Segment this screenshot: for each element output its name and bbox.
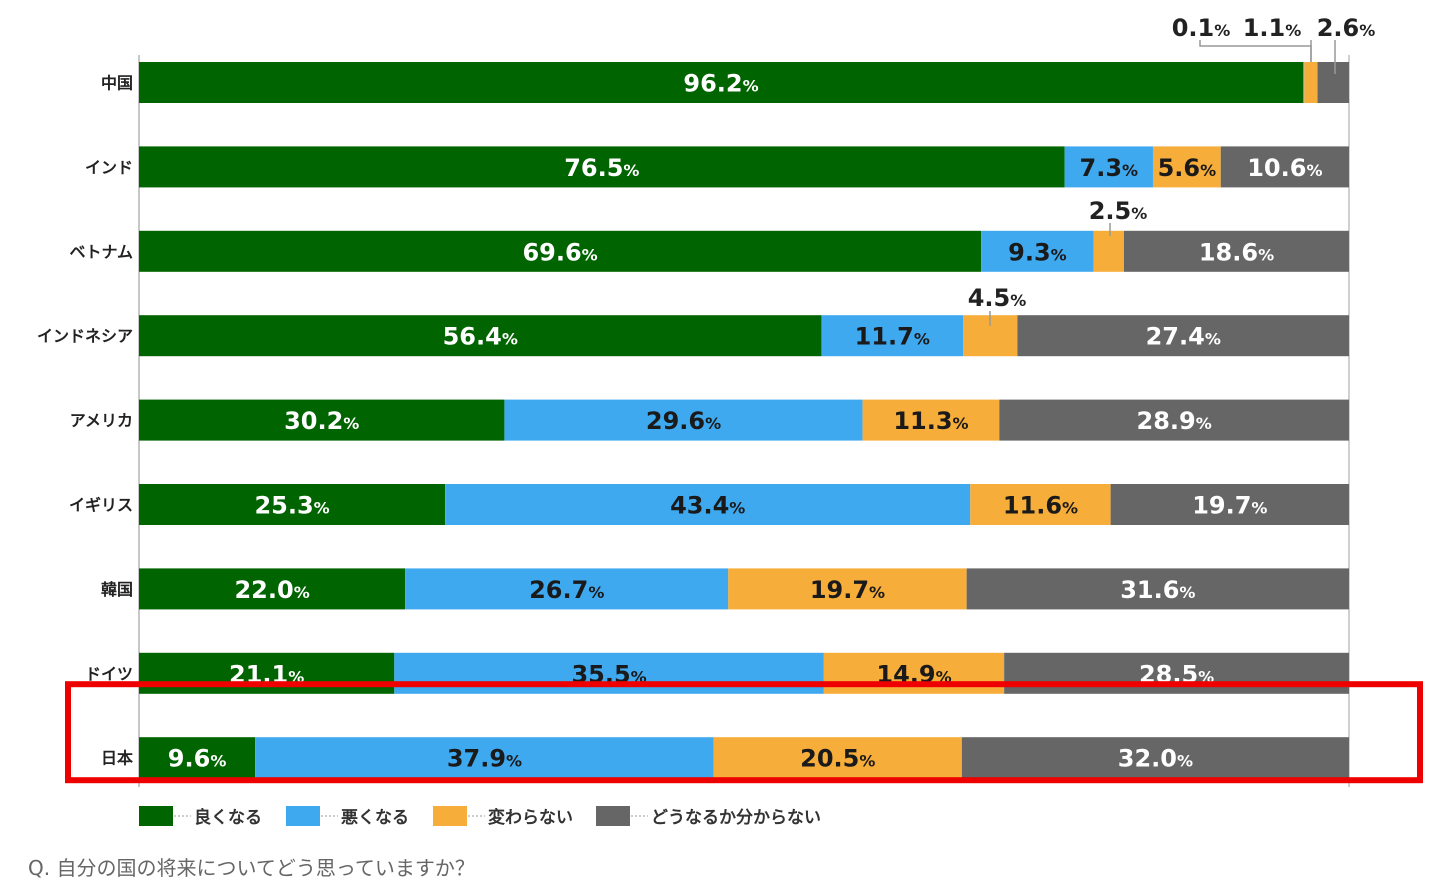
bar-segment [862, 399, 1000, 441]
bar-segment [999, 399, 1349, 441]
value-label: 9.6% [168, 745, 227, 773]
legend-swatch [139, 806, 173, 826]
category-label: イギリス [69, 496, 133, 515]
highlight-box [65, 681, 1423, 784]
stacked-bar-chart: 中国 96.2%0.1% 1.1% 2.6%インド 76.5% 7.3% 5.6% 10.6%… [37, 14, 1423, 828]
bar-segment [405, 568, 729, 610]
bar-segment [1220, 146, 1349, 188]
bar-segment [139, 737, 256, 779]
bar-segment [139, 399, 505, 441]
legend-swatch [596, 806, 630, 826]
label-leader-line [1199, 40, 1312, 62]
survey-question: Q. 自分の国の将来についてどう思っていますか？ [28, 856, 475, 880]
category-label: ドイツ [85, 664, 133, 683]
bar-segment [504, 399, 863, 441]
category-label: アメリカ [70, 411, 133, 430]
bar-segment [1123, 230, 1349, 272]
value-label: 2.5% [1089, 197, 1148, 225]
category-label: インド [85, 158, 133, 177]
value-label: 11.6% [1003, 492, 1078, 520]
value-label: 96.2% [683, 70, 758, 98]
bar-segment [970, 484, 1111, 525]
legend-label: 良くなる [194, 807, 262, 828]
bar-segment [981, 230, 1094, 272]
category-label: 中国 [101, 74, 133, 93]
bar-segment [728, 568, 967, 610]
bar-segment [1017, 315, 1349, 357]
category-label: インドネシア [37, 327, 133, 346]
legend-swatch [286, 806, 320, 826]
bar-segment [1064, 146, 1153, 188]
bar-segment [139, 62, 1304, 103]
value-label: 9.3% [1008, 238, 1067, 266]
bar-segment [139, 315, 822, 357]
bar-segment [1152, 146, 1221, 188]
legend-label: どうなるか分からない [651, 808, 821, 828]
bar-segment [139, 230, 982, 272]
category-label: ベトナム [69, 242, 133, 261]
bar-segment [821, 315, 964, 357]
bar-segment [1110, 484, 1349, 525]
bar-segment [1317, 62, 1349, 103]
value-label: 4.5% [968, 284, 1027, 312]
legend-label: 悪くなる [341, 808, 409, 828]
value-label: 1.1% [1243, 14, 1302, 42]
bar-segment [961, 737, 1349, 779]
value-label: 26.7% [529, 576, 604, 604]
category-label: 韓国 [101, 580, 133, 599]
bar-segment [139, 568, 406, 610]
bar-segment [139, 484, 446, 525]
category-label: 日本 [101, 749, 133, 768]
bar-segment [445, 484, 971, 525]
value-label: 2.6% [1317, 14, 1376, 42]
bar-segment [255, 737, 714, 779]
legend-swatch [433, 806, 467, 826]
bar-segment [713, 737, 962, 779]
bar-segment [139, 146, 1065, 188]
bar-segment [1303, 62, 1305, 103]
bar-segment [966, 568, 1349, 610]
bar-segment [1304, 62, 1318, 103]
value-label: 0.1% [1172, 14, 1231, 42]
value-label: 31.6% [1120, 576, 1195, 604]
legend-label: 変わらない [488, 807, 573, 828]
bar-segment [1093, 230, 1124, 272]
